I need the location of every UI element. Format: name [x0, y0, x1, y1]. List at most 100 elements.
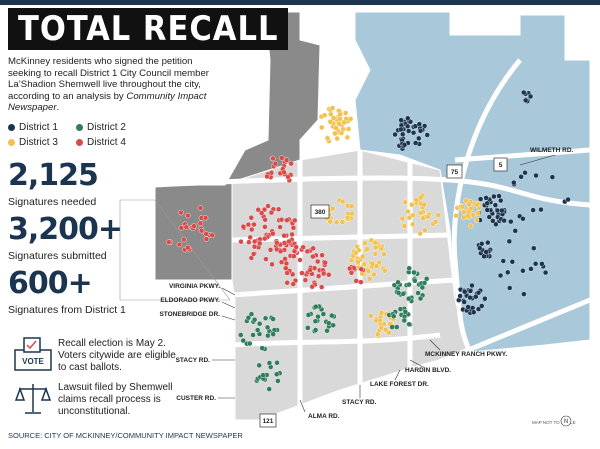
signature-dot	[506, 238, 513, 245]
signature-dot	[505, 269, 511, 276]
note: Lawsuit filed by Shemwell claims recall …	[58, 382, 173, 417]
signature-dot	[467, 288, 474, 294]
signature-dot	[292, 217, 298, 224]
signature-dot	[402, 199, 408, 205]
scale-pans	[14, 386, 52, 401]
signature-dot	[283, 157, 290, 163]
signature-dot	[238, 238, 244, 245]
signature-dot	[397, 306, 404, 312]
source: SOURCE: CITY OF MCKINNEY/COMMUNITY IMPAC…	[8, 431, 243, 440]
signature-dot	[324, 328, 330, 334]
road-label: CUSTER RD.	[176, 395, 216, 402]
signature-dot	[362, 240, 368, 246]
signature-dot	[392, 131, 398, 138]
signature-dot	[248, 255, 255, 261]
signature-dot	[424, 132, 430, 138]
signature-dot	[202, 215, 209, 221]
signature-dot	[336, 121, 342, 127]
signature-dot	[468, 223, 474, 229]
signature-dot	[398, 126, 404, 133]
signature-dot	[245, 315, 252, 321]
signature-dot	[432, 219, 439, 225]
signature-dot	[288, 160, 294, 167]
signature-dot	[530, 207, 536, 213]
signature-dot	[406, 321, 412, 327]
signature-dot	[391, 282, 398, 288]
signature-dot	[269, 261, 275, 268]
signature-dot	[395, 290, 402, 296]
signature-dot	[274, 371, 280, 377]
signature-dot	[499, 207, 505, 214]
signature-dot	[518, 174, 524, 180]
signature-dot	[496, 193, 502, 199]
signature-dot	[345, 126, 352, 132]
signature-dot	[416, 121, 423, 127]
signature-dot	[416, 135, 422, 142]
signature-dot	[203, 231, 209, 237]
road	[454, 147, 591, 163]
signature-dot	[360, 253, 366, 260]
signature-dot	[473, 294, 479, 300]
signature-dot	[386, 330, 392, 336]
signature-dot	[333, 125, 339, 131]
signature-dot	[521, 89, 527, 96]
signature-dot	[373, 263, 380, 269]
signature-dot	[249, 226, 255, 233]
signature-dot	[410, 130, 417, 136]
signature-dot	[348, 203, 355, 209]
signature-dot	[319, 252, 325, 258]
vote-icon: VOTE	[14, 337, 52, 371]
signature-dot	[539, 261, 545, 267]
signature-dot	[401, 142, 408, 148]
vote-label: VOTE	[22, 357, 44, 366]
signature-dot	[260, 372, 266, 378]
shield-label: 380	[315, 209, 326, 216]
signature-dot	[344, 214, 351, 221]
signature-dot	[365, 268, 372, 274]
legend-label: District 3	[19, 137, 58, 148]
signature-dot	[305, 325, 311, 331]
signature-dot	[333, 219, 340, 226]
signature-dot	[312, 327, 319, 333]
signature-dot	[373, 317, 379, 324]
signature-dot	[419, 284, 426, 291]
signature-dot	[417, 210, 424, 216]
signature-dot	[320, 270, 327, 277]
signature-dot	[270, 316, 276, 322]
signature-dot	[479, 303, 485, 309]
signature-dot	[482, 295, 488, 302]
stat-value: 3,200+	[8, 212, 123, 247]
signature-dot	[341, 119, 347, 126]
signature-dot	[344, 134, 351, 141]
signature-dot	[327, 119, 334, 125]
signature-dot	[368, 313, 374, 319]
shield-label: 75	[451, 169, 459, 176]
signature-dot	[477, 245, 483, 251]
signature-dot	[469, 282, 475, 289]
signature-dot	[291, 253, 297, 259]
shield	[493, 157, 508, 172]
signature-dot	[319, 124, 325, 131]
signature-dot	[283, 265, 289, 271]
signature-dot	[507, 285, 513, 291]
signature-dot	[248, 311, 255, 317]
leader-line	[519, 154, 556, 166]
signature-dot	[413, 197, 419, 203]
signature-dot	[471, 309, 477, 315]
signature-dot	[358, 279, 364, 285]
signature-dot	[522, 97, 529, 104]
signature-dot	[299, 270, 305, 276]
signature-dot	[181, 236, 187, 243]
signature-dot	[400, 131, 406, 138]
road-label: HARDIN BLVD.	[405, 367, 451, 374]
road-label: MCKINNEY RANCH PKWY.	[425, 351, 507, 358]
signature-dot	[305, 312, 312, 318]
signature-dot	[497, 272, 504, 279]
signature-dot	[406, 215, 413, 221]
signature-dot	[467, 294, 473, 301]
leader-line	[409, 359, 426, 369]
signature-dot	[262, 217, 268, 223]
signature-dot	[483, 249, 489, 255]
signature-dot	[264, 173, 270, 180]
signature-dot	[274, 360, 280, 366]
